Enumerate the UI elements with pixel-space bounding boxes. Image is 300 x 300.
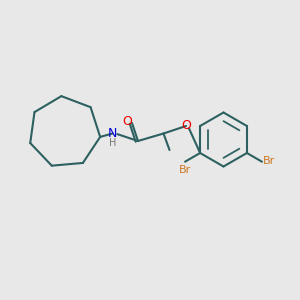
Text: O: O bbox=[123, 115, 132, 128]
Text: Br: Br bbox=[179, 165, 191, 175]
Text: O: O bbox=[181, 119, 190, 132]
Text: H: H bbox=[109, 137, 116, 148]
Text: N: N bbox=[108, 127, 117, 140]
Text: Br: Br bbox=[263, 156, 275, 166]
